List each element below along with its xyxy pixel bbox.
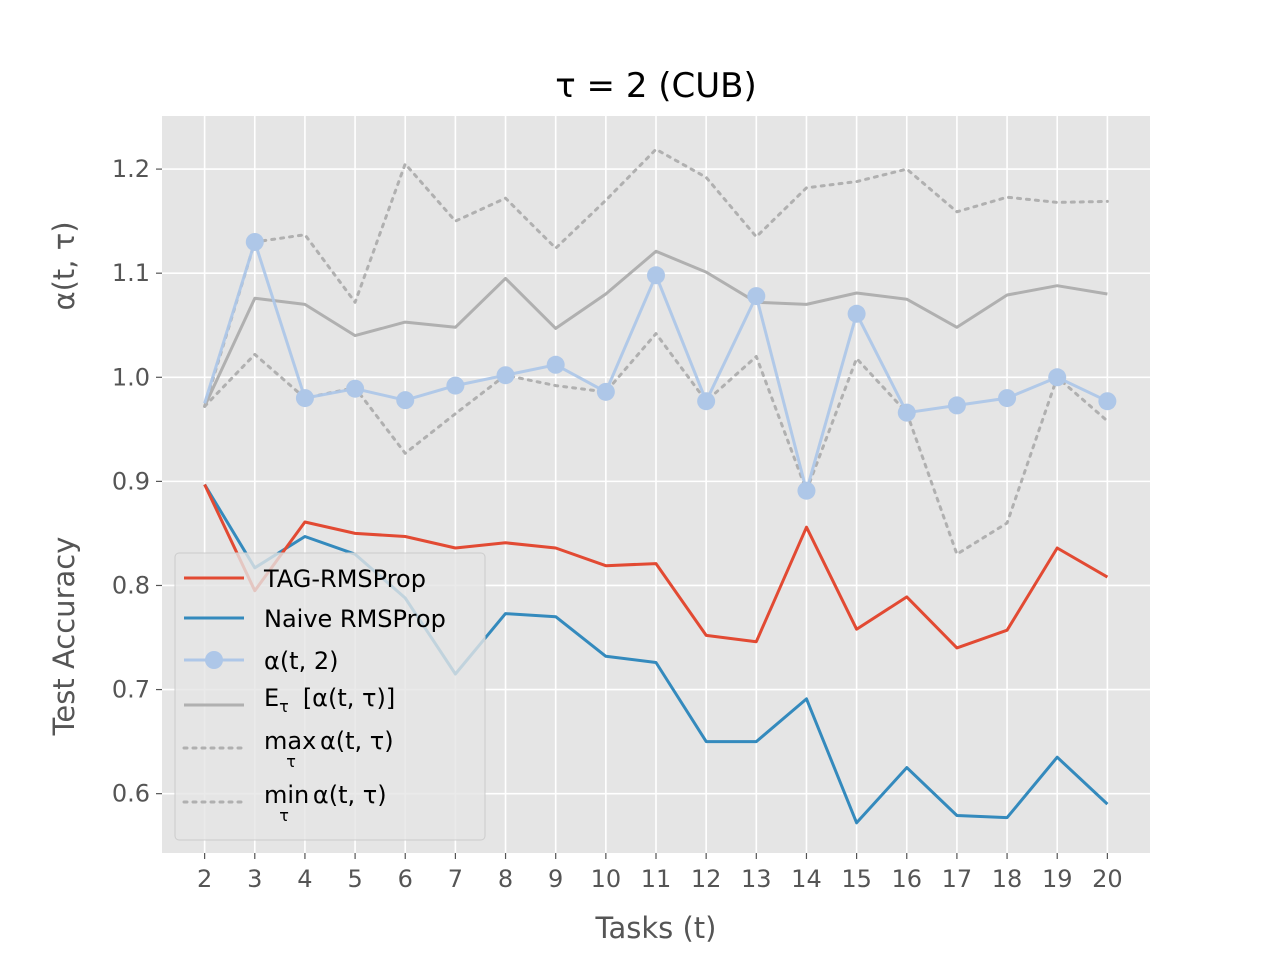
x-tick-label: 7 (448, 865, 463, 893)
legend-box (174, 552, 486, 841)
series-line-3 (203, 249, 1108, 408)
alpha-marker (496, 366, 515, 385)
y-tick-label: 1.0 (112, 363, 150, 391)
legend-label-3: Eτ [α(t, τ)] (264, 684, 395, 716)
x-tick-label: 10 (591, 865, 622, 893)
x-tick-label: 5 (347, 865, 362, 893)
x-tick-label: 3 (247, 865, 262, 893)
legend-label-4: max τα(t, τ) (264, 727, 394, 771)
x-tick-label: 20 (1092, 865, 1123, 893)
x-ticks: 2 3 4 5 6 7 8 9 10 11 12 13 14 15 16 17 18 19 20 (197, 853, 1123, 893)
y-axis-label-upper: α(t, τ) (47, 221, 81, 310)
alpha-marker (998, 389, 1017, 408)
y-tick-label: 0.8 (112, 571, 150, 599)
legend-label-1: Naive RMSProp (264, 605, 446, 633)
x-tick-label: 4 (297, 865, 312, 893)
series-line-4 (203, 147, 1109, 408)
alpha-marker (647, 266, 665, 285)
x-tick-label: 13 (741, 865, 772, 893)
alpha-marker (1048, 368, 1067, 387)
legend-label-0: TAG-RMSProp (263, 565, 426, 593)
y-tick-label: 0.9 (112, 467, 150, 495)
x-tick-label: 12 (691, 865, 722, 893)
alpha-marker (747, 287, 766, 306)
y-tick-label: 1.2 (112, 155, 150, 183)
x-tick-label: 14 (791, 865, 822, 893)
legend-label-5: min τα(t, τ) (264, 781, 387, 825)
chart-title: τ = 2 (CUB) (555, 66, 757, 106)
alpha-marker (396, 391, 415, 410)
legend-label-2: α(t, 2) (264, 647, 338, 675)
x-axis-label: Tasks (t) (595, 911, 717, 945)
x-tick-label: 11 (641, 865, 672, 893)
alpha-marker (1098, 392, 1117, 411)
y-tick-label: 0.7 (112, 676, 150, 704)
alpha-marker (596, 382, 615, 401)
alpha-marker (245, 232, 264, 251)
x-tick-label: 19 (1042, 865, 1073, 893)
series-line-0 (203, 483, 1109, 650)
alpha-marker (847, 304, 866, 323)
series-layer (203, 147, 1117, 825)
x-tick-label: 2 (197, 865, 212, 893)
x-tick-label: 9 (548, 865, 563, 893)
alpha-marker (295, 389, 314, 408)
legend-marker (205, 651, 223, 669)
alpha-marker (697, 392, 716, 411)
alpha-marker (797, 481, 816, 500)
alpha-marker (546, 355, 565, 374)
x-tick-label: 16 (891, 865, 922, 893)
y-tick-label: 1.1 (112, 259, 150, 287)
grid (162, 116, 1150, 853)
alpha-marker (947, 396, 966, 415)
x-tick-label: 18 (992, 865, 1023, 893)
alpha-marker (446, 376, 465, 395)
y-ticks: 0.6 0.7 0.8 0.9 1.0 1.1 1.2 (112, 155, 162, 808)
alpha-marker (346, 379, 365, 398)
x-tick-label: 6 (398, 865, 413, 893)
x-tick-label: 8 (498, 865, 513, 893)
legend: TAG-RMSProp Naive RMSProp α(t, 2) Eτ [α(t, τ… (174, 552, 486, 841)
y-tick-label: 0.6 (112, 780, 150, 808)
x-tick-label: 17 (942, 865, 973, 893)
x-tick-label: 15 (841, 865, 872, 893)
alpha-marker (897, 403, 916, 422)
y-axis-label-lower: Test Accuracy (47, 537, 81, 737)
